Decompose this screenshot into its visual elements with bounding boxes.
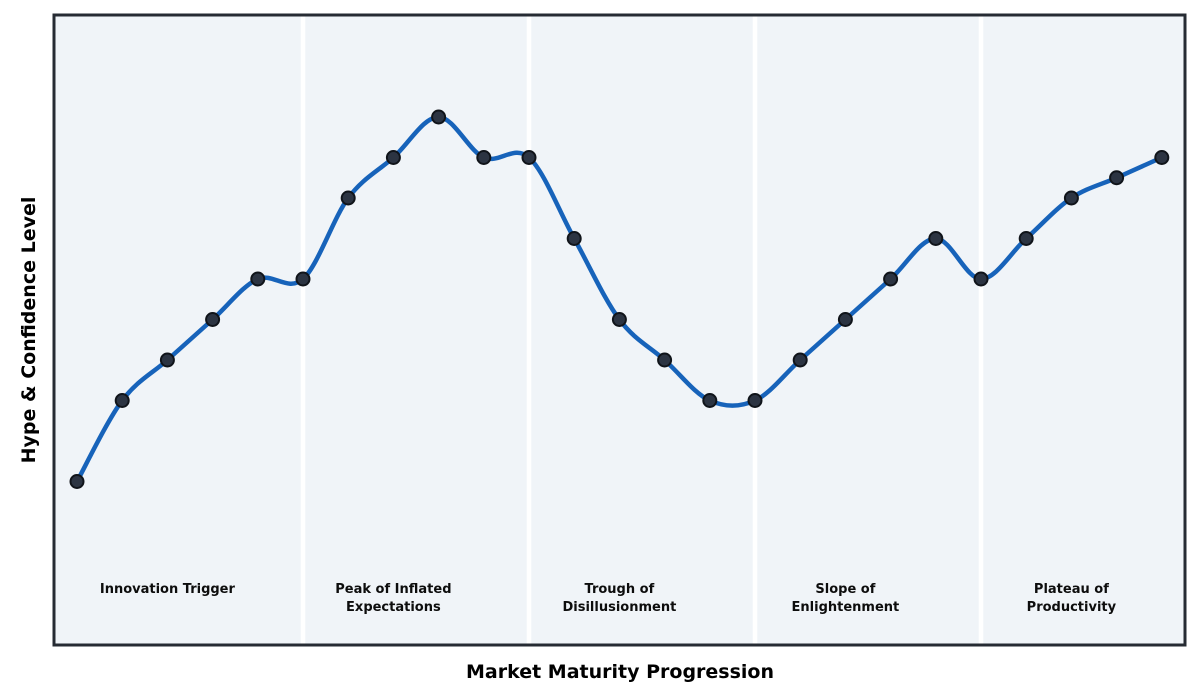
data-point-marker [340, 190, 356, 206]
phase-label-trough-of-disillusionment: Trough of Disillusionment [562, 582, 677, 615]
y-axis-label: Hype & Confidence Level [18, 196, 40, 464]
data-point-marker [566, 231, 582, 246]
data-point-marker [1063, 190, 1079, 206]
plot-background [54, 15, 1185, 645]
data-point-marker [69, 474, 85, 489]
data-point-marker [973, 271, 989, 287]
data-point-marker [159, 352, 175, 368]
phase-label-innovation-trigger: Innovation Trigger [99, 582, 235, 597]
data-point-marker [205, 312, 221, 327]
data-point-marker [928, 231, 944, 246]
phase-label-plateau-of-productivity: Plateau of Productivity [1026, 582, 1117, 615]
data-point-marker [385, 150, 401, 165]
x-axis-label: Market Maturity Progression [465, 661, 775, 683]
data-point-marker [883, 271, 899, 287]
data-point-marker [1154, 150, 1170, 165]
data-point-marker [657, 352, 673, 368]
data-point-marker [295, 271, 311, 287]
data-point-marker [1109, 170, 1125, 186]
phase-label-slope-of-enlightenment: Slope of Enlightenment [791, 582, 900, 615]
data-point-marker [702, 393, 718, 408]
plot-frame [52, 13, 1187, 647]
data-point-marker [792, 352, 808, 368]
data-point-marker [476, 150, 492, 165]
data-point-marker [611, 312, 627, 327]
data-point-marker [837, 312, 853, 327]
data-point-marker [747, 393, 763, 408]
data-point-marker [431, 109, 447, 125]
data-point-marker [521, 150, 537, 165]
data-point-marker [114, 393, 130, 408]
data-point-marker [1018, 231, 1034, 246]
data-point-marker [250, 271, 266, 287]
phase-label-peak-of-inflated-expectations: Peak of Inflated Expectations [335, 582, 452, 615]
